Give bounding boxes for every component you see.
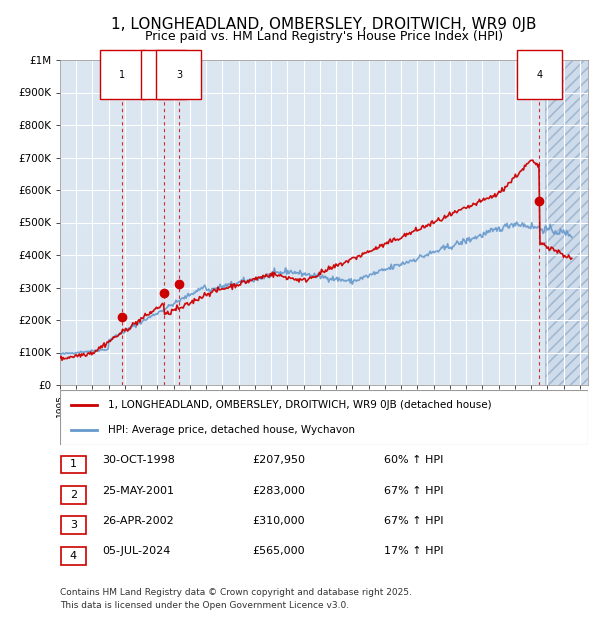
Text: Price paid vs. HM Land Registry's House Price Index (HPI): Price paid vs. HM Land Registry's House …: [145, 30, 503, 43]
Text: 1: 1: [119, 70, 125, 80]
Text: 3: 3: [70, 520, 77, 530]
FancyBboxPatch shape: [61, 456, 86, 474]
Text: £283,000: £283,000: [252, 485, 305, 495]
Text: £310,000: £310,000: [252, 516, 305, 526]
FancyBboxPatch shape: [60, 390, 588, 445]
Text: 05-JUL-2024: 05-JUL-2024: [102, 546, 170, 557]
Text: 67% ↑ HPI: 67% ↑ HPI: [384, 516, 443, 526]
Text: £207,950: £207,950: [252, 455, 305, 465]
Text: 26-APR-2002: 26-APR-2002: [102, 516, 174, 526]
Text: 67% ↑ HPI: 67% ↑ HPI: [384, 485, 443, 495]
Text: 25-MAY-2001: 25-MAY-2001: [102, 485, 174, 495]
Bar: [545, 60, 588, 385]
Text: 17% ↑ HPI: 17% ↑ HPI: [384, 546, 443, 557]
Text: Contains HM Land Registry data © Crown copyright and database right 2025.
This d: Contains HM Land Registry data © Crown c…: [60, 588, 412, 609]
Text: 2: 2: [161, 70, 167, 80]
Text: HPI: Average price, detached house, Wychavon: HPI: Average price, detached house, Wych…: [107, 425, 355, 435]
Text: 1: 1: [70, 459, 77, 469]
FancyBboxPatch shape: [61, 547, 86, 565]
Text: 3: 3: [176, 70, 182, 80]
Text: £565,000: £565,000: [252, 546, 305, 557]
Text: 2: 2: [70, 490, 77, 500]
Text: 4: 4: [70, 551, 77, 561]
FancyBboxPatch shape: [61, 516, 86, 534]
FancyBboxPatch shape: [61, 486, 86, 504]
Text: 4: 4: [536, 70, 542, 80]
Text: 60% ↑ HPI: 60% ↑ HPI: [384, 455, 443, 465]
Bar: [545, 60, 588, 385]
Text: 30-OCT-1998: 30-OCT-1998: [102, 455, 175, 465]
Text: 1, LONGHEADLAND, OMBERSLEY, DROITWICH, WR9 0JB: 1, LONGHEADLAND, OMBERSLEY, DROITWICH, W…: [111, 17, 537, 32]
Text: 1, LONGHEADLAND, OMBERSLEY, DROITWICH, WR9 0JB (detached house): 1, LONGHEADLAND, OMBERSLEY, DROITWICH, W…: [107, 401, 491, 410]
